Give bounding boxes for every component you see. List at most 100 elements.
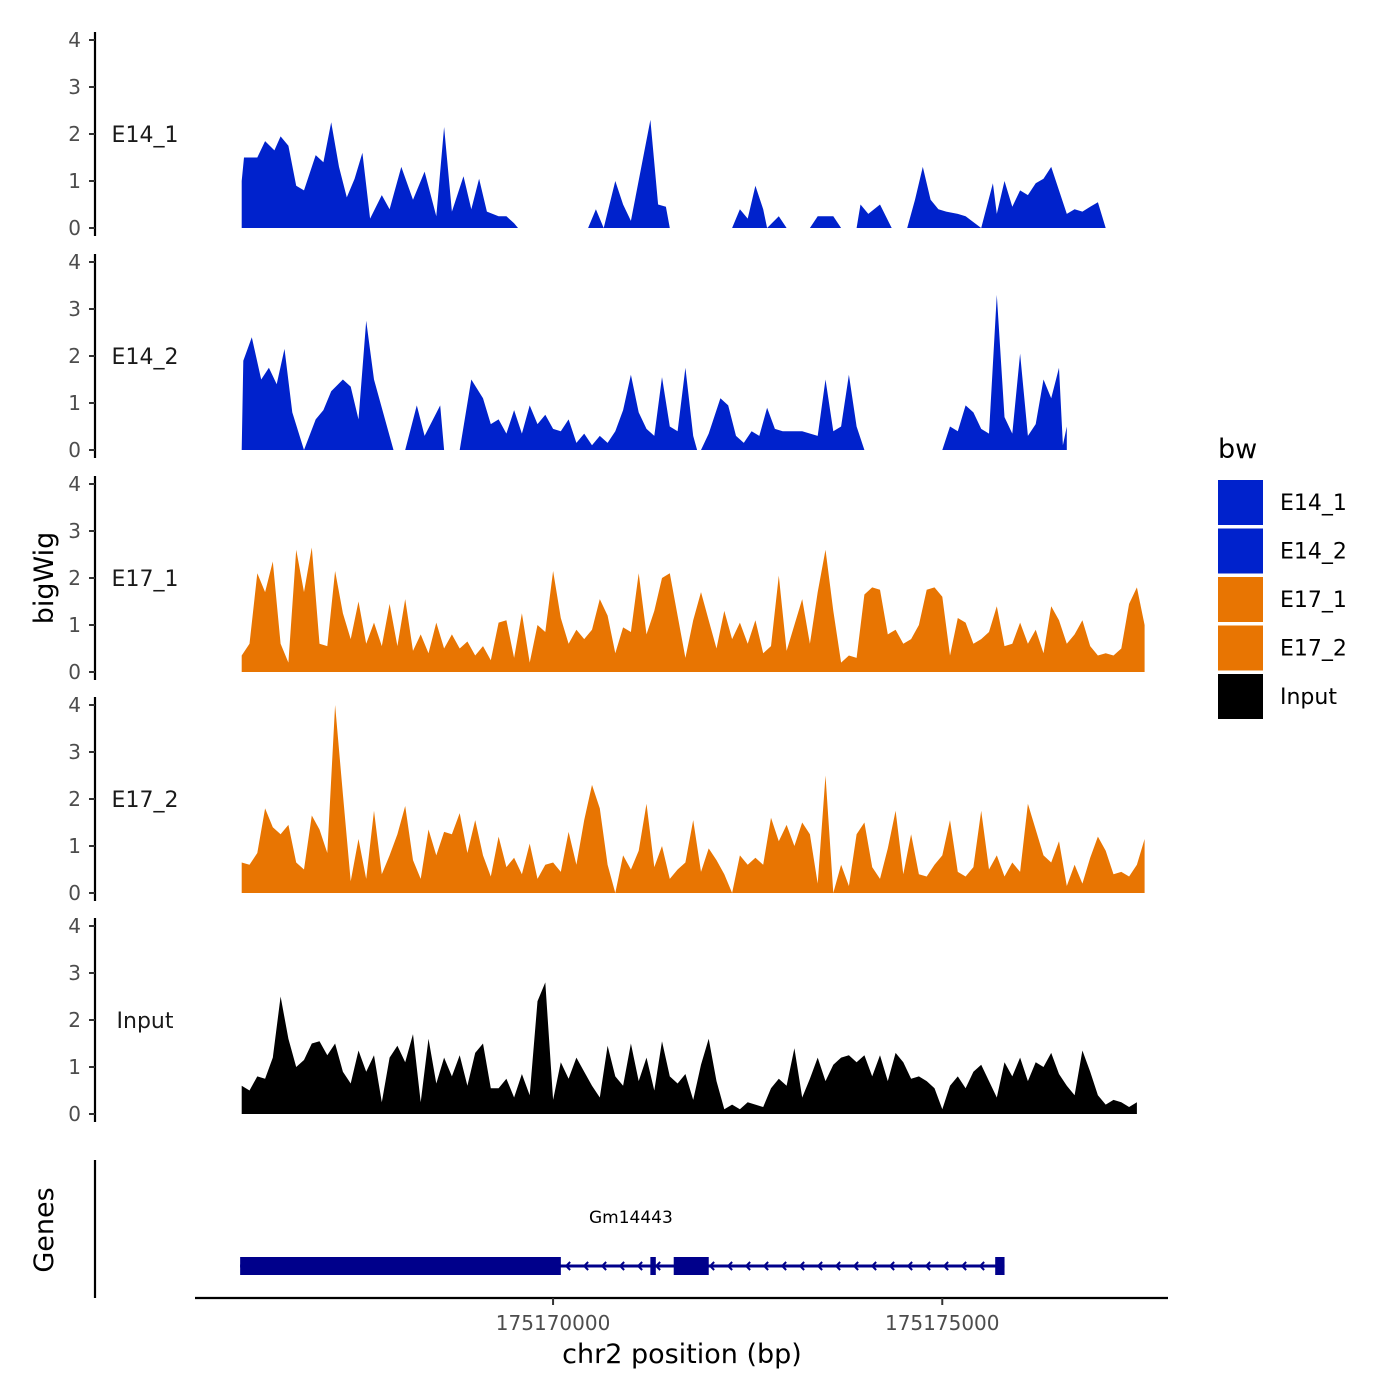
y-tick-label: 1 xyxy=(68,391,81,415)
area-E14_1-segment-1 xyxy=(588,119,670,228)
track-Input: 0 1 2 3 4 Input xyxy=(68,914,1137,1126)
legend-swatch xyxy=(1218,528,1263,574)
gene-name-label: Gm14443 xyxy=(589,1208,673,1228)
legend-swatch xyxy=(1218,480,1263,525)
x-tick-label: 175175000 xyxy=(885,1311,1000,1335)
x-axis-title: chr2 position (bp) xyxy=(562,1339,802,1370)
y-tick-label: 0 xyxy=(68,1102,81,1126)
strand-arrow xyxy=(852,1261,859,1271)
track-E14_1: 0 1 2 3 4 E14_1 xyxy=(68,28,1106,240)
y-tick-label: 3 xyxy=(68,740,81,764)
y-tick-label: 2 xyxy=(68,122,81,146)
legend: bw E14_1 E14_2 E17_1 E17_2 Input xyxy=(1218,434,1347,719)
legend-swatch xyxy=(1218,625,1263,671)
area-E14_1-segment-6 xyxy=(981,166,1106,228)
gene-exon xyxy=(650,1257,656,1275)
strand-arrow xyxy=(564,1261,571,1271)
track-label: E14_1 xyxy=(112,123,179,148)
track-label: E14_2 xyxy=(112,345,179,370)
y-axis-title: bigWig xyxy=(29,532,60,625)
legend-label: E17_2 xyxy=(1280,637,1347,662)
strand-arrow xyxy=(798,1261,805,1271)
track-label: E17_2 xyxy=(112,788,179,813)
area-E14_1-segment-0 xyxy=(241,122,518,228)
legend-item-E14_1: E14_1 xyxy=(1218,480,1347,525)
y-tick-label: 1 xyxy=(68,613,81,637)
y-tick-label: 2 xyxy=(68,787,81,811)
legend-item-Input: Input xyxy=(1218,674,1337,719)
gene-exon xyxy=(995,1257,1005,1275)
area-E17_2-segment-0 xyxy=(241,705,1145,893)
area-E14_2-segment-0 xyxy=(241,320,394,450)
y-tick-label: 3 xyxy=(68,519,81,543)
signal-tracks: 0 1 2 3 4 E14_1 0 1 2 3 4 E14_2 0 1 2 3 4 E17_1 0 1 2 3 4 E17_2… xyxy=(68,28,1145,1126)
y-tick-label: 2 xyxy=(68,1008,81,1032)
y-tick-label: 2 xyxy=(68,566,81,590)
y-tick-label: 4 xyxy=(68,693,81,717)
y-tick-label: 1 xyxy=(68,169,81,193)
legend-label: E14_1 xyxy=(1280,491,1347,516)
strand-arrow xyxy=(924,1261,931,1271)
legend-label: E14_2 xyxy=(1280,540,1347,565)
area-E14_2-segment-1 xyxy=(405,405,445,450)
y-tick-label: 3 xyxy=(68,75,81,99)
area-E14_1-segment-5 xyxy=(907,166,982,228)
legend-title: bw xyxy=(1218,434,1257,465)
area-E14_2-segment-3 xyxy=(701,374,865,450)
y-tick-label: 0 xyxy=(68,216,81,240)
x-tick-label: 175170000 xyxy=(496,1311,611,1335)
gene-exon xyxy=(673,1257,709,1275)
gene-Gm14443: Gm14443 xyxy=(240,1208,1005,1275)
legend-swatch xyxy=(1218,674,1263,719)
strand-arrow xyxy=(636,1261,643,1271)
legend-item-E17_2: E17_2 xyxy=(1218,625,1347,671)
strand-arrow xyxy=(744,1261,751,1271)
legend-label: Input xyxy=(1280,685,1337,710)
strand-arrow xyxy=(888,1261,895,1271)
x-axis: 175170000 175175000 xyxy=(195,1296,1168,1335)
y-tick-label: 2 xyxy=(68,344,81,368)
strand-arrow xyxy=(726,1261,733,1271)
area-E14_1-segment-2 xyxy=(732,185,787,228)
gene-track: Gm14443 xyxy=(93,1160,1005,1298)
y-tick-label: 4 xyxy=(68,28,81,52)
strand-arrow xyxy=(960,1261,967,1271)
genes-axis-title: Genes xyxy=(29,1187,60,1272)
strand-arrow xyxy=(906,1261,913,1271)
track-E17_1: 0 1 2 3 4 E17_1 xyxy=(68,472,1145,684)
strand-arrow xyxy=(762,1261,769,1271)
y-tick-label: 3 xyxy=(68,961,81,985)
legend-label: E17_1 xyxy=(1280,588,1347,613)
strand-arrow xyxy=(708,1261,715,1271)
y-tick-label: 3 xyxy=(68,297,81,321)
strand-arrow xyxy=(834,1261,841,1271)
y-tick-label: 1 xyxy=(68,1055,81,1079)
legend-item-E14_2: E14_2 xyxy=(1218,528,1347,574)
y-tick-label: 4 xyxy=(68,250,81,274)
track-E17_2: 0 1 2 3 4 E17_2 xyxy=(68,693,1145,905)
strand-arrow xyxy=(870,1261,877,1271)
strand-arrow xyxy=(816,1261,823,1271)
gene-exon xyxy=(240,1257,561,1275)
area-Input-segment-0 xyxy=(241,982,1137,1114)
y-tick-label: 4 xyxy=(68,914,81,938)
strand-arrow xyxy=(618,1261,625,1271)
area-E14_2-segment-4 xyxy=(942,294,1067,450)
legend-item-E17_1: E17_1 xyxy=(1218,577,1347,622)
area-E17_1-segment-0 xyxy=(241,547,1145,672)
y-tick-label: 1 xyxy=(68,834,81,858)
track-label: E17_1 xyxy=(112,567,179,592)
strand-arrow xyxy=(600,1261,607,1271)
strand-arrow xyxy=(942,1261,949,1271)
y-tick-label: 4 xyxy=(68,472,81,496)
track-E14_2: 0 1 2 3 4 E14_2 xyxy=(68,250,1067,462)
strand-arrow xyxy=(978,1261,985,1271)
legend-swatch xyxy=(1218,577,1263,622)
y-tick-label: 0 xyxy=(68,438,81,462)
area-E14_2-segment-2 xyxy=(459,367,698,450)
area-E14_1-segment-3 xyxy=(809,216,842,228)
area-E14_1-segment-4 xyxy=(856,204,892,228)
track-label: Input xyxy=(117,1009,174,1034)
strand-arrow xyxy=(582,1261,589,1271)
